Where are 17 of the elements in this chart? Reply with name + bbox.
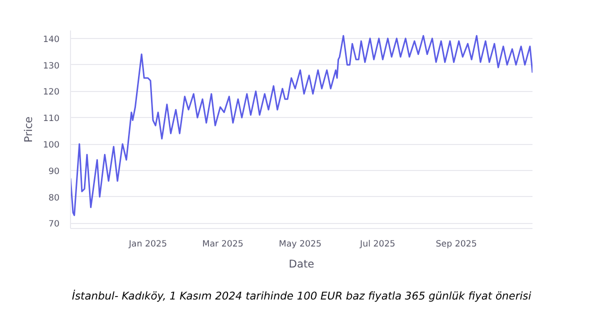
y-tick-label: 130 — [42, 61, 60, 72]
x-tick-label: Jan 2025 — [128, 240, 167, 250]
y-tick-label: 70 — [48, 220, 60, 230]
x-tick-label: May 2025 — [278, 240, 322, 250]
y-tick-label: 110 — [42, 114, 60, 124]
y-tick-label: 90 — [48, 166, 60, 177]
text: İstanbul- Kadıköy, 1 Kasım 2024 tarihinde 100 EUR baz fiyatla 365 günlük fiyat önerisi — [72, 290, 532, 302]
y-tick-label: 80 — [48, 193, 60, 204]
y-axis-title: Price — [22, 116, 35, 142]
x-tick-label: Jul 2025 — [359, 240, 396, 250]
x-axis-title: Date — [288, 258, 314, 270]
y-tick-label: 100 — [42, 140, 60, 151]
x-tick-label: Mar 2025 — [202, 240, 244, 250]
y-tick-label: 140 — [42, 34, 60, 45]
x-tick-label: Sep 2025 — [436, 240, 477, 250]
line-series — [70, 35, 532, 216]
y-tick-label: 120 — [42, 88, 60, 98]
